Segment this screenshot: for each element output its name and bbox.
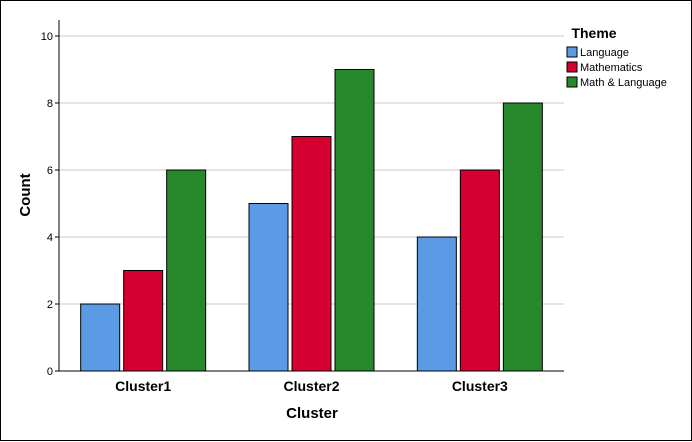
y-tick-labels: 0 2 4 6 8 10 bbox=[41, 31, 59, 378]
bar-cluster2-math-language bbox=[334, 69, 375, 372]
y-axis-title: Count bbox=[17, 173, 34, 216]
y-tick-label: 2 bbox=[47, 299, 53, 311]
bar-cluster2-mathematics bbox=[291, 136, 332, 372]
legend-label: Math & Language bbox=[580, 77, 667, 89]
legend-swatch bbox=[566, 61, 578, 73]
bars bbox=[80, 69, 543, 372]
x-tick-label: Cluster3 bbox=[452, 378, 508, 394]
legend-label: Language bbox=[580, 47, 629, 59]
y-tick-label: 8 bbox=[47, 98, 53, 110]
bar-cluster1-language bbox=[80, 303, 121, 372]
legend-swatch bbox=[566, 46, 578, 58]
bar-cluster3-language bbox=[416, 236, 457, 372]
bar-cluster3-mathematics bbox=[459, 169, 500, 372]
legend-swatch bbox=[566, 76, 578, 88]
bar-cluster3-math-language bbox=[502, 102, 543, 372]
axes bbox=[58, 20, 564, 372]
x-tick-label: Cluster2 bbox=[283, 378, 339, 394]
x-axis-title: Cluster bbox=[286, 405, 338, 422]
y-tick-label: 0 bbox=[47, 366, 53, 378]
y-tick-label: 10 bbox=[41, 31, 53, 43]
x-tick-label: Cluster1 bbox=[115, 378, 171, 394]
bar-cluster1-math-language bbox=[166, 169, 207, 372]
y-tick-label: 4 bbox=[47, 232, 53, 244]
legend-title: Theme bbox=[571, 25, 616, 41]
bar-cluster1-mathematics bbox=[123, 270, 164, 372]
x-tick-labels: Cluster1 Cluster2 Cluster3 bbox=[115, 378, 508, 394]
legend-items: Language Mathematics Math & Language bbox=[566, 46, 667, 89]
bar-cluster2-language bbox=[248, 203, 289, 372]
legend-label: Mathematics bbox=[580, 62, 643, 74]
y-tick-label: 6 bbox=[47, 165, 53, 177]
legend: Theme Language Mathematics Math & Language bbox=[566, 25, 667, 89]
